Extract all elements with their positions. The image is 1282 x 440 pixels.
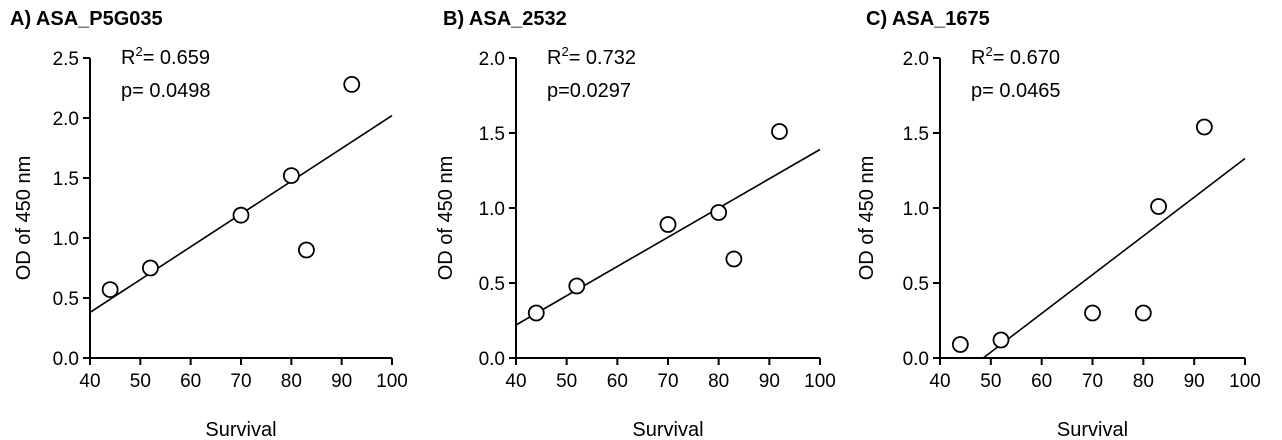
y-tick-label: 0.5 [479,274,505,295]
panel-title: B) ASA_2532 [443,8,567,30]
r-squared-superscript: 2 [985,44,992,59]
data-point [1134,304,1152,322]
y-tick-label: 0.5 [53,289,79,310]
y-tick-label: 1.5 [903,124,929,145]
p-value-annotation: p=0.0297 [547,80,631,102]
y-tick-label: 0.0 [53,349,79,370]
y-tick-label: 0.0 [903,349,929,370]
r-squared-symbol: R [121,47,135,69]
x-tick-label: 90 [331,371,352,392]
r-squared-annotation: R2= 0.732 [547,44,636,69]
x-tick-label: 40 [929,371,950,392]
data-point [710,204,728,221]
data-point [1084,304,1101,322]
x-tick-label: 60 [1031,371,1052,392]
y-axis-label: OD of 450 nm [856,156,878,281]
y-tick-label: 1.0 [479,199,505,220]
x-tick-label: 40 [505,371,526,392]
x-tick-label: 50 [130,371,151,392]
y-tick-label: 1.0 [53,229,79,250]
x-tick-label: 50 [980,371,1001,392]
y-tick-label: 1.5 [53,169,79,190]
x-tick-label: 80 [281,371,302,392]
data-point [725,250,743,268]
r-squared-value: = 0.732 [569,47,636,69]
data-point [141,259,159,277]
r-squared-superscript: 2 [561,44,568,59]
y-tick-label: 0.5 [903,274,929,295]
data-point [101,281,119,299]
data-point [527,304,545,322]
x-axis-label: Survival [1057,419,1128,440]
data-point [951,336,969,353]
panel-title: C) ASA_1675 [866,8,990,30]
x-axis-label: Survival [632,419,703,440]
panel-title: A) ASA_P5G035 [10,8,163,30]
data-point [232,206,250,224]
y-tick-label: 1.0 [903,199,929,220]
x-tick-label: 80 [708,371,729,392]
r-squared-value: = 0.670 [993,47,1060,69]
chart-panel-2: B) ASA_2532 40 50 60 70 80 90 100 0.0 0.5 1.0 1.5 2.… [435,8,836,440]
x-tick-label: 90 [759,371,780,392]
data-point [1150,198,1167,215]
y-tick-label: 2.0 [53,109,79,130]
r-squared-annotation: R2= 0.670 [971,44,1060,69]
regression-line [982,157,1246,359]
x-tick-label: 70 [230,371,251,392]
chart-panel-1: A) ASA_P5G035 40 50 60 70 80 90 100 0.0 0.5 1.0 1.5… [10,8,408,440]
x-tick-label: 70 [657,371,678,392]
y-tick-label: 2.5 [53,49,79,70]
data-point [568,277,586,295]
data-point [659,216,677,233]
y-tick-label: 1.5 [479,124,505,145]
r-squared-symbol: R [547,47,561,69]
data-point [282,167,300,185]
x-tick-label: 90 [1184,371,1205,392]
p-value-annotation: p= 0.0498 [121,80,211,102]
y-tick-label: 2.0 [903,49,929,70]
y-axis-label: OD of 450 nm [435,156,457,281]
data-point [992,331,1010,349]
chart-panel-3: C) ASA_1675 40 50 60 70 80 90 100 0.0 0.5 1.0 1.5 2.… [856,8,1261,440]
data-point [771,123,788,140]
p-value-annotation: p= 0.0465 [971,80,1061,102]
data-point [1195,118,1213,136]
data-point [343,76,361,93]
r-squared-value: = 0.659 [143,47,210,69]
x-tick-label: 50 [556,371,577,392]
x-tick-label: 60 [180,371,201,392]
r-squared-symbol: R [971,47,985,69]
x-axis-label: Survival [205,419,276,440]
x-tick-label: 100 [804,371,836,392]
x-tick-label: 80 [1133,371,1154,392]
data-point [298,241,315,259]
r-squared-annotation: R2= 0.659 [121,44,210,69]
r-squared-superscript: 2 [135,44,142,59]
x-tick-label: 100 [376,371,408,392]
x-tick-label: 70 [1082,371,1103,392]
x-tick-label: 40 [79,371,100,392]
x-tick-label: 60 [607,371,628,392]
y-axis-label: OD of 450 nm [13,156,35,281]
x-tick-label: 100 [1229,371,1261,392]
y-tick-label: 2.0 [479,49,505,70]
regression-line [515,148,821,326]
y-tick-label: 0.0 [479,349,505,370]
